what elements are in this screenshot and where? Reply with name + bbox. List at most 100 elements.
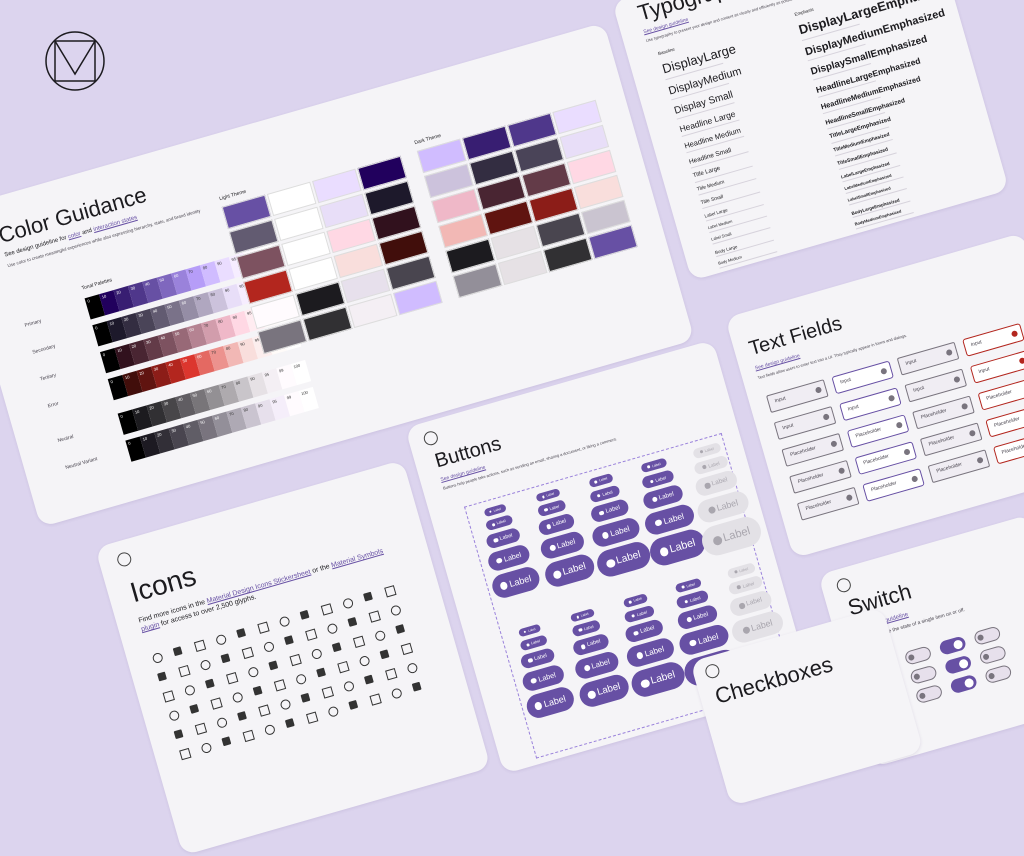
switch-thumb	[952, 638, 964, 650]
button-icon	[640, 678, 651, 689]
switch[interactable]	[972, 625, 1002, 647]
button-icon	[552, 569, 563, 580]
tone: 30	[145, 338, 152, 345]
switch[interactable]	[909, 664, 939, 686]
icon	[242, 729, 255, 743]
button-icon	[576, 615, 580, 619]
button-icon	[527, 657, 534, 664]
link[interactable]: Material Design Icons Stickersheet	[205, 568, 312, 606]
switch[interactable]	[914, 683, 944, 705]
switch-thumb	[907, 653, 916, 662]
tone: 50	[158, 276, 165, 283]
tone: 60	[188, 326, 195, 333]
button-icon	[544, 508, 549, 512]
icon	[220, 653, 231, 664]
tone: 60	[180, 299, 187, 306]
button-label: Label	[580, 611, 590, 618]
button-icon	[628, 600, 633, 604]
switch[interactable]	[983, 663, 1013, 685]
icon	[306, 711, 319, 724]
tone: 90	[249, 375, 256, 382]
icon	[262, 640, 276, 654]
palette-name: Primary	[24, 318, 43, 329]
button-label: Label	[561, 561, 588, 579]
button-label: Label	[537, 670, 557, 684]
button-label: Label	[552, 518, 567, 529]
icon	[241, 646, 255, 660]
switch[interactable]	[938, 635, 968, 656]
tone: 70	[228, 410, 235, 417]
icon	[342, 680, 356, 693]
icon	[411, 681, 422, 692]
icon	[279, 698, 292, 711]
text-fields-card: Text Fields See design guideline Text fiel…	[725, 232, 1024, 559]
tone: 70	[220, 383, 227, 390]
field-text: Placeholder	[993, 415, 1021, 429]
icon	[294, 673, 308, 686]
icon	[273, 679, 287, 692]
icon	[326, 622, 339, 635]
button-icon	[651, 496, 658, 503]
field-icon	[880, 367, 888, 375]
tone: 40	[152, 307, 158, 314]
icon	[215, 716, 229, 729]
tone: 50	[191, 392, 198, 399]
icon	[348, 699, 359, 710]
text-field: Input	[969, 349, 1024, 384]
tone: 20	[131, 343, 137, 350]
logo	[703, 662, 722, 680]
text-field: Placeholder	[919, 422, 983, 457]
button-icon	[654, 518, 663, 527]
button-label: Label	[496, 518, 507, 526]
icon	[284, 718, 295, 729]
field-text: Input	[904, 358, 918, 367]
tone: 20	[156, 431, 163, 438]
icon	[395, 624, 406, 634]
button-label: Label	[742, 580, 755, 589]
tone: 10	[116, 347, 123, 354]
tone: 0	[109, 378, 114, 385]
switch[interactable]	[903, 645, 933, 666]
field-text: Placeholder	[854, 426, 882, 440]
button-icon	[605, 558, 616, 569]
tone: 70	[187, 268, 194, 275]
switch[interactable]	[943, 654, 973, 676]
field-icon	[911, 475, 919, 483]
field-icon	[1010, 330, 1019, 338]
button-label: Label	[651, 461, 662, 469]
logo	[835, 576, 853, 594]
icon	[268, 660, 279, 671]
icon	[194, 722, 208, 735]
switch[interactable]	[978, 644, 1008, 666]
field-text: Placeholder	[862, 453, 890, 467]
icon	[374, 629, 387, 642]
button-label: Label	[614, 549, 643, 567]
field-text: Input	[970, 339, 983, 349]
icon	[384, 585, 397, 598]
field-icon	[976, 456, 984, 464]
tone: 50	[182, 357, 188, 364]
switch[interactable]	[949, 673, 979, 695]
palette-name: Tertiary	[39, 372, 57, 383]
icon	[316, 667, 327, 678]
field-text: Placeholder	[927, 434, 956, 448]
icon	[199, 658, 212, 672]
title: Buttons	[432, 432, 504, 473]
text-field: Input	[839, 387, 902, 422]
button-label: Label	[707, 460, 721, 469]
field-icon	[845, 493, 854, 502]
button-icon	[686, 616, 693, 623]
switch-thumb	[913, 672, 921, 681]
button-label: Label	[654, 474, 667, 483]
field-text: Input	[839, 376, 852, 386]
icon	[168, 709, 181, 722]
icon	[263, 723, 277, 737]
button-icon	[601, 531, 610, 540]
icon	[162, 690, 175, 703]
meta-line	[859, 223, 918, 242]
tone: 0	[86, 298, 91, 304]
field-text: Placeholder	[985, 388, 1013, 402]
logo	[45, 31, 105, 91]
button-icon	[631, 613, 636, 618]
button-label: Label	[738, 566, 749, 574]
